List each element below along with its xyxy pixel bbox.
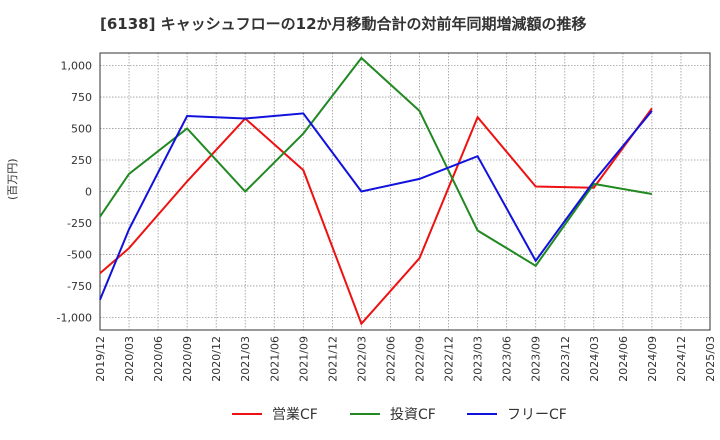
- x-tick-labels: 2019/12 2020/03 2020/06 2020/09 2020/12 2021/…: [94, 336, 717, 382]
- grid: [99, 53, 711, 330]
- y-tick-label: 0: [85, 186, 92, 199]
- x-tick-label: 2024/12: [675, 336, 688, 382]
- x-tick-label: 2022/09: [414, 336, 427, 382]
- x-tick-label: 2019/12: [94, 336, 107, 382]
- x-tick-label: 2021/06: [268, 336, 281, 382]
- x-tick-label: 2020/03: [123, 336, 136, 382]
- x-tick-label: 2023/09: [530, 336, 543, 382]
- x-tick-label: 2021/12: [326, 336, 339, 382]
- x-tick-label: 2020/12: [210, 336, 223, 382]
- y-tick-label: 750: [71, 91, 92, 104]
- legend-label-2: フリーCF: [507, 407, 567, 423]
- x-tick-label: 2023/03: [472, 336, 485, 382]
- x-tick-label: 2022/06: [384, 336, 397, 382]
- legend: 営業CF 投資CF フリーCF: [232, 407, 567, 423]
- y-tick-label: 250: [71, 154, 92, 167]
- x-tick-label: 2023/12: [559, 336, 572, 382]
- y-tick-label: 500: [71, 123, 92, 136]
- chart-title: [6138] キャッシュフローの12か月移動合計の対前年同期増減額の推移: [100, 15, 587, 33]
- x-tick-label: 2022/12: [443, 336, 456, 382]
- series-line-1: [99, 56, 653, 268]
- x-tick-label: 2024/06: [617, 336, 630, 382]
- x-tick-label: 2021/03: [239, 336, 252, 382]
- legend-label-0: 営業CF: [272, 407, 318, 423]
- y-tick-labels: 1,000 750 500 250 0 -250 -500 -750 -1,000: [57, 60, 92, 325]
- y-tick-label: -750: [67, 280, 92, 293]
- x-tick-label: 2023/06: [501, 336, 514, 382]
- x-tick-label: 2024/09: [646, 336, 659, 382]
- series-lines: [99, 56, 653, 326]
- x-tick-label: 2020/06: [152, 336, 165, 382]
- x-tick-label: 2022/03: [355, 336, 368, 382]
- plot-area-border: [99, 52, 711, 331]
- series-line-2: [99, 110, 653, 301]
- x-tick-label: 2025/03: [704, 336, 717, 382]
- legend-label-1: 投資CF: [390, 407, 436, 423]
- series-line-0: [99, 107, 653, 326]
- y-tick-label: -1,000: [57, 311, 92, 324]
- x-tick-label: 2020/09: [181, 336, 194, 382]
- x-tick-label: 2021/09: [297, 336, 310, 382]
- y-tick-label: 1,000: [61, 60, 93, 73]
- x-tick-label: 2024/03: [588, 336, 601, 382]
- y-tick-label: -500: [67, 248, 92, 261]
- y-tick-label: -250: [67, 217, 92, 230]
